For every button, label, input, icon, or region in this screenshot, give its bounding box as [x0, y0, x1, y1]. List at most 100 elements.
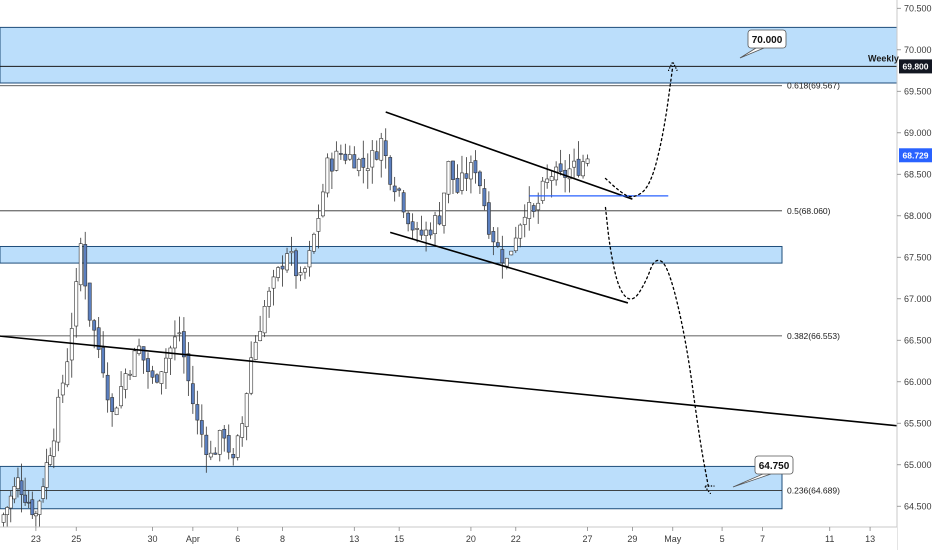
candle-body: [105, 374, 110, 401]
candle-body: [69, 328, 74, 361]
candle-body: [285, 253, 289, 271]
candle-body: [428, 229, 433, 236]
callout-box: [754, 455, 794, 475]
x-tick-label: 11: [825, 534, 834, 544]
x-tick-label: 13: [865, 534, 875, 544]
candle-body: [190, 383, 195, 405]
candle-body: [522, 216, 527, 225]
price-callout: 64.750: [732, 455, 794, 488]
candle-body: [19, 480, 24, 496]
candle-body: [397, 188, 402, 191]
candle-body: [222, 428, 227, 439]
zone-support: [0, 245, 783, 264]
candle-body: [235, 435, 240, 458]
candle-body: [33, 513, 38, 517]
fib-level-label: 0.236(64.689): [787, 486, 840, 496]
candle-body: [101, 347, 106, 374]
candle-body: [540, 180, 545, 201]
candle-body: [146, 358, 150, 373]
candle-body: [504, 257, 509, 267]
candles-layer: [1, 128, 590, 532]
candle-body: [119, 386, 123, 407]
fib-level-label: 0.382(66.553): [787, 331, 840, 341]
x-tick-label: 20: [466, 534, 476, 544]
candle-body: [383, 140, 388, 157]
candle-body: [155, 374, 159, 383]
candle-body: [491, 231, 496, 243]
candle-body: [110, 397, 115, 412]
candle-body: [16, 477, 20, 489]
candle-body: [419, 229, 424, 236]
candle-body: [195, 404, 200, 421]
candle-body: [576, 158, 581, 176]
candle-body: [186, 353, 191, 382]
candle-body: [347, 154, 352, 160]
candle-body: [531, 205, 536, 212]
trendline: [389, 231, 629, 304]
candle-body: [30, 499, 35, 516]
candle-body: [567, 168, 572, 180]
candle-body: [56, 396, 61, 443]
projections-layer: [604, 66, 708, 488]
candle-body: [307, 250, 312, 268]
candle-body: [370, 150, 375, 168]
candle-body: [356, 159, 361, 172]
x-axis[interactable]: 23 25 30 Apr 6 8 13 15 20 22 27 29 May 5 7 11 13: [0, 526, 897, 550]
candle-body: [513, 237, 518, 252]
candle-body: [164, 357, 168, 373]
candle-body: [477, 171, 482, 187]
projection-path: [604, 66, 672, 198]
y-tick-label: 66.000: [904, 377, 932, 387]
candle-body: [87, 282, 92, 321]
candle-body: [361, 157, 366, 168]
trendlines-layer: [0, 111, 898, 427]
y-axis[interactable]: 70.500 70.000 69.500 69.000 68.500 68.000 67.5…: [868, 0, 932, 550]
y-tick-label: 67.000: [904, 294, 932, 304]
candle-body: [128, 373, 132, 376]
candle-body: [1, 514, 6, 523]
candle-body: [208, 452, 213, 458]
candle-body: [150, 370, 155, 378]
candle-body: [329, 158, 334, 172]
price-callout: 70.000: [739, 29, 787, 59]
y-tick-label: 67.500: [904, 252, 932, 262]
candle-body: [51, 440, 56, 457]
candle-body: [321, 191, 325, 217]
x-tick-label: 27: [583, 534, 593, 544]
x-tick-label: 29: [627, 534, 637, 544]
candle-body: [92, 320, 97, 331]
candle-body: [262, 306, 267, 334]
x-tick-label: May: [664, 534, 682, 544]
y-tick-label: 66.500: [904, 335, 932, 345]
candle-body: [469, 162, 473, 180]
candle-body: [415, 228, 420, 230]
candle-body: [495, 242, 500, 247]
candle-body: [226, 435, 231, 453]
candle-body: [527, 202, 532, 219]
candle-body: [585, 158, 590, 164]
fib-level-label: 0.618(69.567): [787, 81, 840, 91]
candle-body: [48, 455, 53, 465]
candle-body: [159, 371, 164, 384]
candle-body: [78, 243, 83, 286]
y-tick-label: 65.000: [904, 460, 932, 470]
callout-box: [747, 29, 787, 49]
candle-body: [280, 265, 285, 270]
candle-body: [464, 173, 469, 179]
callout-label: 64.750: [759, 461, 790, 472]
candle-body: [410, 221, 415, 231]
candle-body: [581, 161, 585, 177]
candle-body: [442, 192, 446, 226]
candle-body: [181, 331, 186, 358]
candle-body: [572, 160, 576, 168]
candle-body: [289, 251, 294, 254]
candle-body: [177, 332, 182, 335]
candle-body: [123, 373, 128, 390]
candle-body: [343, 153, 348, 161]
candle-body: [276, 267, 280, 278]
candle-body: [173, 336, 177, 349]
candle-body: [545, 178, 550, 183]
candle-body: [132, 350, 137, 377]
